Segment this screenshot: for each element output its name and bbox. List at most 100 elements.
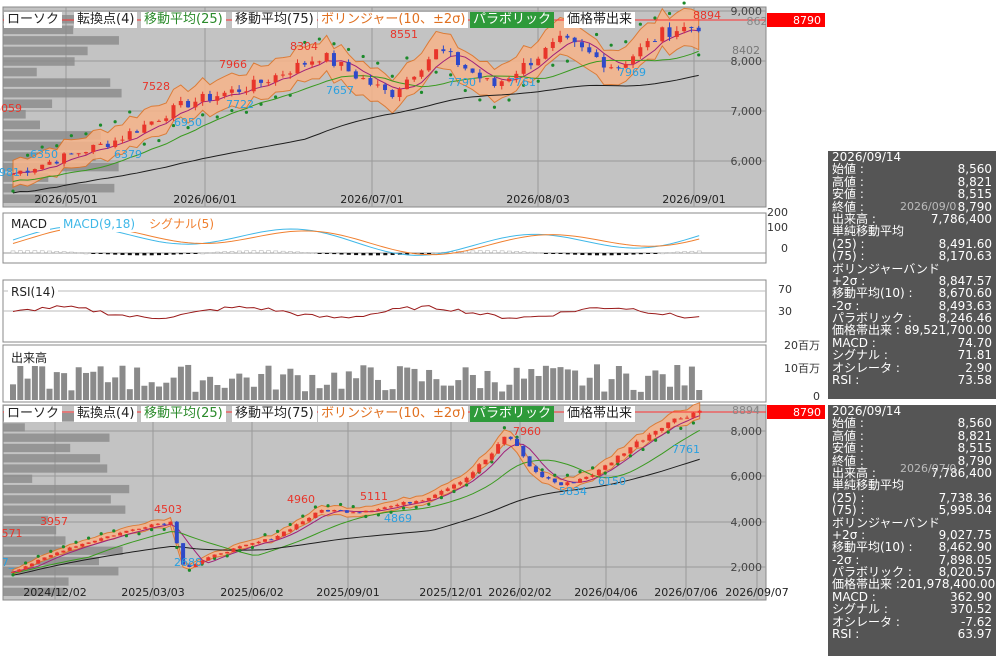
bot-candle-body bbox=[465, 478, 469, 482]
signal-series-label: シグナル(5) bbox=[146, 216, 217, 232]
volume-bar bbox=[98, 366, 104, 400]
rsi-title: RSI(14) bbox=[8, 284, 58, 300]
top-candle-body bbox=[266, 82, 270, 83]
volume-bar bbox=[587, 378, 593, 400]
volume-bar bbox=[266, 366, 272, 400]
volume-title: 出来高 bbox=[8, 350, 50, 366]
legend-item[interactable]: 転換点(4) bbox=[74, 12, 137, 28]
macd-histogram-bar bbox=[237, 251, 241, 253]
bot-parabolic-dot bbox=[175, 546, 178, 549]
top-parabolic-dot bbox=[376, 62, 379, 65]
top-y-tick-label: 7,000 bbox=[731, 105, 763, 118]
info-key: (75) : bbox=[832, 250, 865, 262]
volume-bar bbox=[492, 382, 498, 400]
bot-peak-label: 4960 bbox=[287, 493, 315, 506]
bot-parabolic-dot bbox=[654, 439, 657, 442]
info-key: 単純移動平均 bbox=[832, 479, 904, 491]
bot-candle-body bbox=[666, 422, 670, 428]
bot-y-tick-label: 8,000 bbox=[731, 425, 763, 438]
bot-price-tag-text: 8790 bbox=[793, 406, 821, 419]
macd-histogram-bar bbox=[595, 253, 599, 255]
bot-candle-body bbox=[376, 509, 380, 511]
bot-x-tick-label: 2025/06/02 bbox=[220, 586, 283, 599]
legend-item[interactable]: ボリンジャー(10、±2σ) bbox=[318, 12, 468, 28]
macd-histogram-bar bbox=[573, 253, 577, 255]
top-volume-profile-bar bbox=[3, 121, 40, 130]
legend-item[interactable]: パラボリック bbox=[470, 12, 554, 28]
bot-candle-body bbox=[288, 529, 292, 531]
bot-candle-body bbox=[307, 518, 311, 521]
top-candle-body bbox=[208, 94, 212, 101]
bot-candle-body bbox=[477, 464, 481, 472]
bot-volume-profile-bar bbox=[3, 485, 129, 493]
volume-bar bbox=[156, 387, 162, 400]
legend-item[interactable]: ボリンジャー(10、±2σ) bbox=[318, 406, 468, 422]
bot-volume-profile-bar bbox=[3, 444, 70, 452]
bot-candle-body bbox=[99, 538, 103, 540]
bot-candle-body bbox=[490, 454, 494, 460]
legend-item[interactable]: 移動平均(25) bbox=[141, 12, 226, 28]
top-candle-body bbox=[609, 67, 613, 68]
top-candle-body bbox=[492, 78, 496, 86]
legend-item[interactable]: 価格帯出来 bbox=[564, 406, 635, 422]
macd-histogram-bar bbox=[515, 251, 519, 253]
top-parabolic-dot bbox=[537, 80, 540, 83]
top-peak-label: 862 bbox=[747, 15, 768, 28]
bot-parabolic-dot bbox=[150, 528, 153, 531]
top-candle-body bbox=[573, 38, 577, 42]
top-candle-body bbox=[26, 171, 30, 173]
top-x-tick-label: 2026/05/01 bbox=[34, 193, 97, 206]
info-row: RSI : 63.97 bbox=[828, 628, 996, 640]
legend-item[interactable]: 転換点(4) bbox=[74, 406, 137, 422]
macd-histogram-bar bbox=[507, 251, 511, 253]
legend-item[interactable]: 価格帯出来 bbox=[564, 12, 635, 28]
legend-item[interactable]: ローソク bbox=[4, 406, 62, 422]
info-key: 移動平均(10) : bbox=[832, 287, 913, 299]
top-parabolic-dot bbox=[274, 95, 277, 98]
top-candle-body bbox=[99, 144, 103, 145]
volume-bar bbox=[412, 369, 418, 400]
macd-histogram-bar bbox=[121, 253, 125, 255]
top-parabolic-dot bbox=[697, 53, 700, 56]
volume-bar bbox=[433, 379, 439, 400]
legend-item[interactable]: ローソク bbox=[4, 12, 62, 28]
macd-histogram-bar bbox=[318, 253, 322, 254]
macd-histogram-bar bbox=[661, 253, 665, 254]
bot-peak-label: 7960 bbox=[513, 425, 541, 438]
volume-bar bbox=[558, 367, 564, 400]
bot-candle-body bbox=[320, 510, 324, 513]
bot-candle-body bbox=[131, 530, 135, 531]
bot-parabolic-dot bbox=[87, 536, 90, 539]
bot-candle-body bbox=[496, 444, 500, 453]
top-candle-body bbox=[237, 89, 241, 92]
volume-bar bbox=[54, 372, 60, 400]
top-volume-profile-bar bbox=[3, 36, 119, 45]
volume-bar bbox=[214, 385, 220, 400]
bot-x-tick-label: 2026/04/06 bbox=[574, 586, 637, 599]
volume-bar bbox=[258, 374, 264, 400]
bot-candle-body bbox=[660, 428, 664, 431]
bot-volume-profile-bar bbox=[3, 423, 25, 431]
top-candle-body bbox=[295, 63, 299, 74]
legend-item[interactable]: 移動平均(75) bbox=[232, 12, 317, 28]
legend-item[interactable]: 移動平均(75) bbox=[232, 406, 317, 422]
bot-candle-body bbox=[219, 553, 223, 554]
top-candle-body bbox=[69, 153, 73, 154]
macd-histogram-bar bbox=[500, 251, 504, 253]
bot-y-tick-label: 2,000 bbox=[731, 561, 763, 574]
volume-bar bbox=[120, 366, 126, 400]
macd-histogram-bar bbox=[288, 251, 292, 253]
legend-item[interactable]: パラボリック bbox=[470, 406, 554, 422]
bot-candle-body bbox=[61, 551, 65, 553]
info-row: (75) :8,170.63 bbox=[828, 250, 996, 262]
info-value: 8,560 bbox=[958, 417, 992, 429]
legend-item[interactable]: 移動平均(25) bbox=[141, 406, 226, 422]
info-key: 始値 : bbox=[832, 163, 864, 175]
macd-histogram-bar bbox=[245, 251, 249, 253]
bot-candle-body bbox=[175, 522, 179, 543]
top-candle-body bbox=[113, 141, 117, 147]
macd-histogram-bar bbox=[99, 253, 103, 254]
volume-bar bbox=[280, 374, 286, 400]
info-row: シグナル : 71.81 bbox=[828, 349, 996, 361]
bot-candle-body bbox=[282, 532, 286, 536]
